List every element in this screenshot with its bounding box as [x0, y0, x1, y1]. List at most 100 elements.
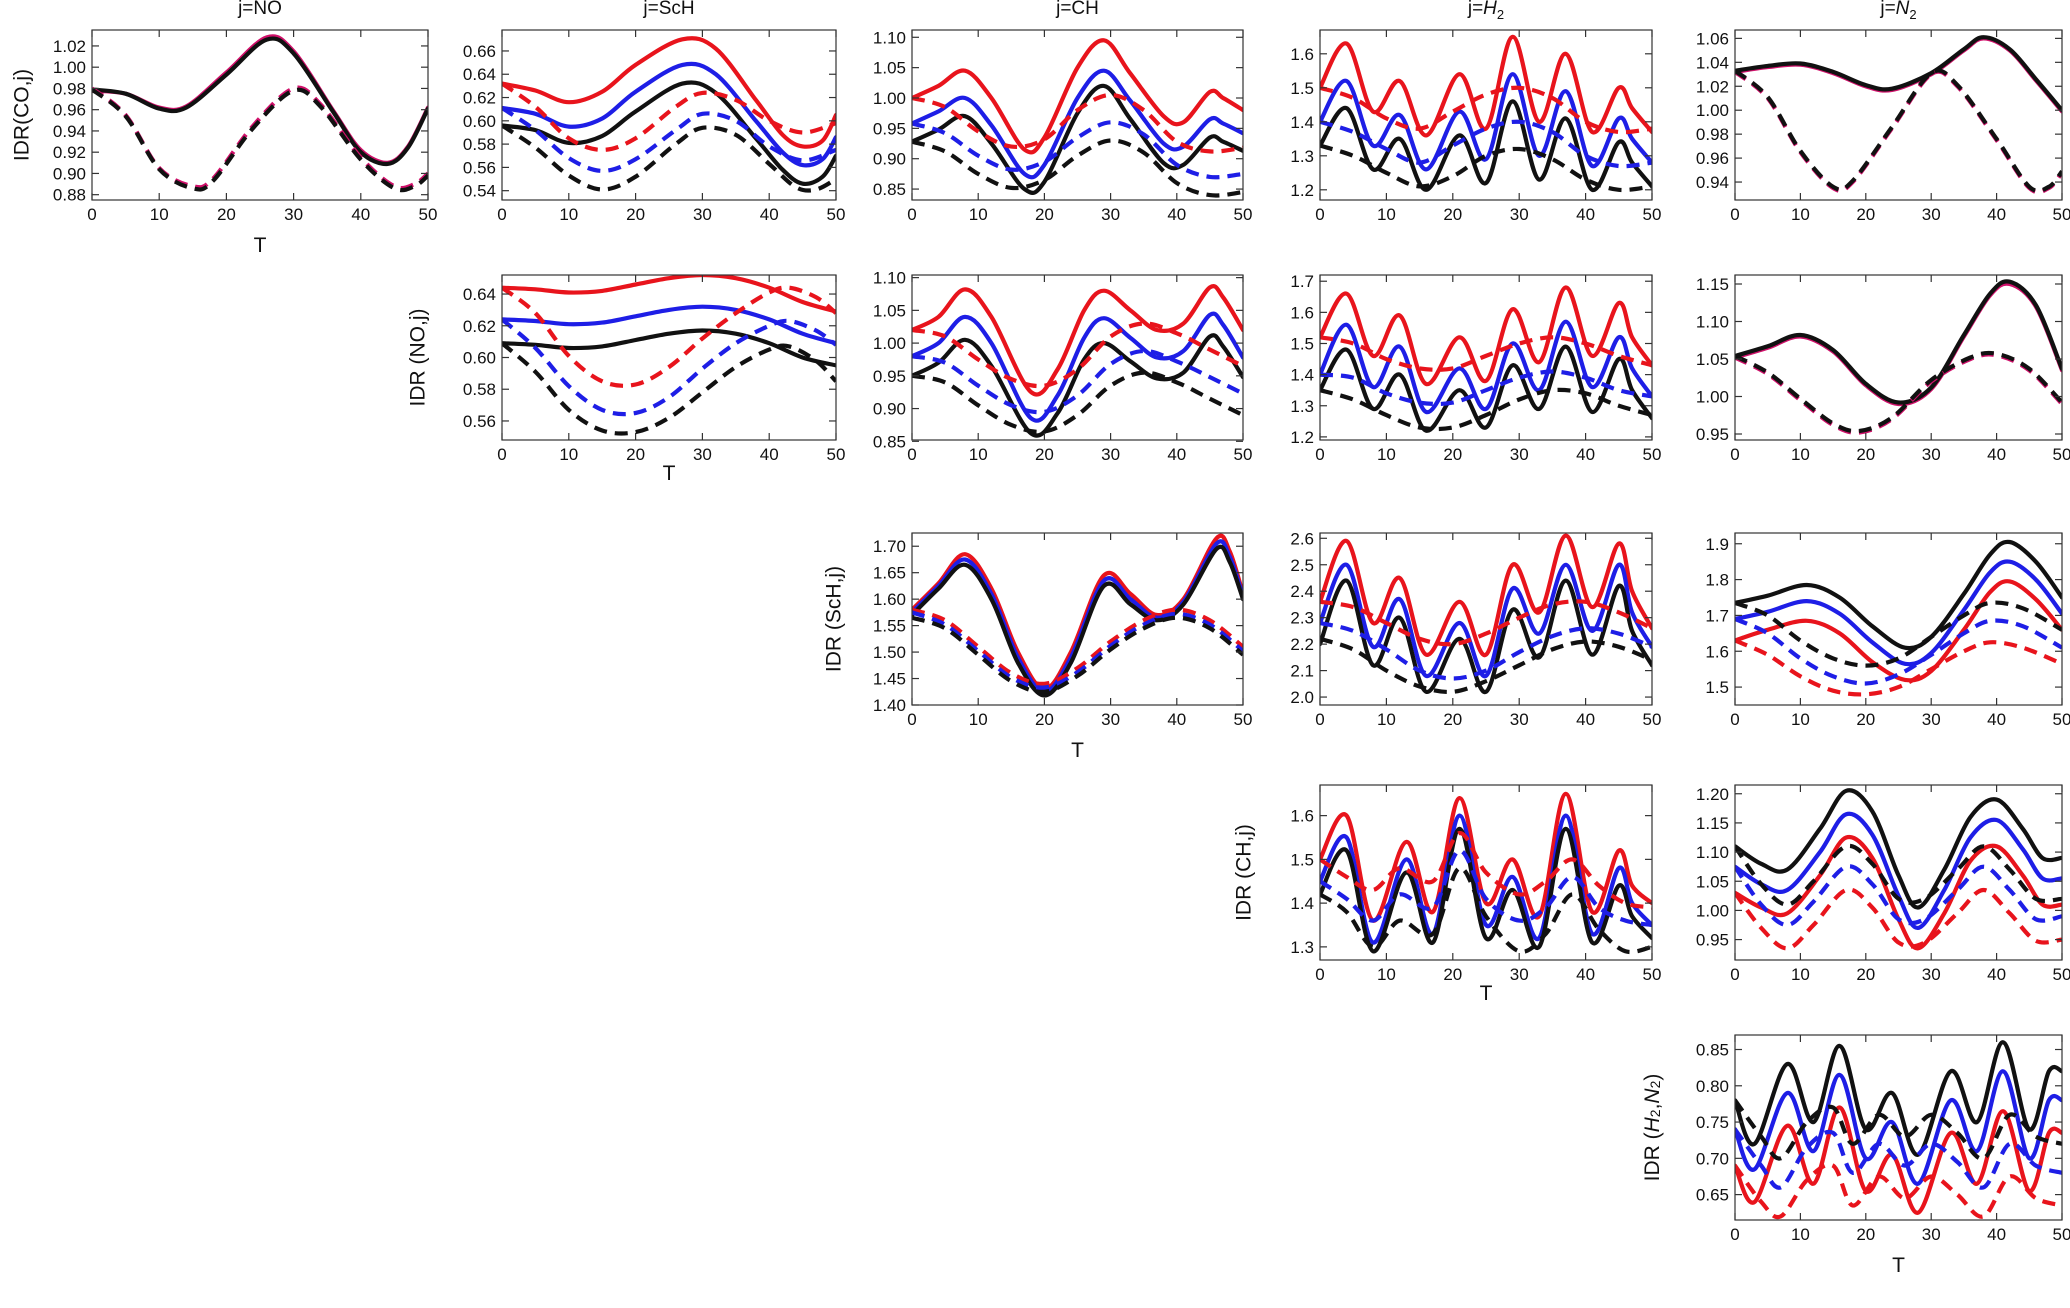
x-tick-label: 0 [907, 445, 916, 464]
y-tick-label: 1.45 [873, 670, 906, 689]
x-tick-label: 10 [1791, 965, 1810, 984]
y-tick-label: 1.00 [1696, 388, 1729, 407]
series-line-black-solid [912, 333, 1243, 438]
x-tick-label: 0 [497, 445, 506, 464]
y-tick-label: 2.3 [1290, 609, 1314, 628]
series-line-black-solid [1320, 578, 1652, 694]
y-tick-label: 2.4 [1290, 582, 1314, 601]
x-axis-label: T [663, 462, 676, 485]
y-tick-label: 1.5 [1705, 678, 1729, 697]
series-group [912, 533, 1243, 698]
series-line-black-dashed [92, 87, 428, 193]
y-tick-label: 1.05 [873, 301, 906, 320]
y-tick-label: 0.54 [463, 182, 496, 201]
x-tick-label: 10 [559, 445, 578, 464]
y-tick-label: 1.40 [873, 696, 906, 715]
panel-0-3: 0 10 20 30 40 50 1.2 1.3 1.4 1.5 1.6 [1290, 29, 1661, 224]
series-line-magenta-solid [1735, 281, 2062, 407]
y-tick-label: 2.0 [1290, 688, 1314, 707]
y-tick-label: 1.55 [873, 617, 906, 636]
column-title-var: N [1896, 0, 1910, 19]
x-tick-label: 50 [2053, 205, 2070, 224]
series-line-black-solid [1735, 539, 2062, 651]
x-tick-label: 10 [969, 205, 988, 224]
y-tick-label: 0.96 [1696, 149, 1729, 168]
series-group [1735, 279, 2062, 435]
series-line-black-solid [1735, 788, 2062, 910]
y-tick-label: 1.5 [1290, 850, 1314, 869]
x-tick-label: 30 [284, 205, 303, 224]
x-tick-label: 10 [150, 205, 169, 224]
y-tick-label: 0.66 [463, 42, 496, 61]
y-axis-label-part: H [1641, 1116, 1664, 1132]
y-tick-label: 0.56 [463, 158, 496, 177]
series-group [912, 38, 1243, 198]
y-tick-label: 1.60 [873, 590, 906, 609]
plot-frame [911, 29, 1244, 201]
x-tick-label: 10 [1377, 965, 1396, 984]
x-tick-label: 40 [1987, 205, 2006, 224]
column-title-3: j=H2 [1467, 0, 1504, 22]
x-tick-label: 20 [1856, 710, 1875, 729]
y-tick-label: 1.6 [1290, 45, 1314, 64]
x-tick-label: 40 [760, 205, 779, 224]
series-line-blue-dashed [1320, 848, 1652, 928]
x-tick-label: 50 [2053, 1225, 2070, 1244]
series-group [1320, 533, 1652, 695]
y-tick-label: 1.8 [1705, 571, 1729, 590]
series-line-black-dashed [1320, 387, 1652, 432]
y-axis-label: IDR (NO,j) [406, 309, 429, 407]
plot-frame [911, 532, 1244, 706]
x-axis-label: T [1892, 1254, 1905, 1277]
y-tick-label: 0.65 [1696, 1186, 1729, 1205]
x-tick-label: 40 [351, 205, 370, 224]
series-line-blue-solid [1735, 1069, 2062, 1186]
x-tick-label: 10 [969, 445, 988, 464]
column-title-text: j=ScH [642, 0, 694, 19]
series-line-magenta-dashed [1735, 352, 2062, 435]
column-title-text: j=NO [237, 0, 282, 19]
y-tick-label: 2.1 [1290, 662, 1314, 681]
x-tick-label: 30 [1922, 710, 1941, 729]
series-line-black-solid [502, 80, 836, 187]
series-line-blue-dashed [1320, 369, 1652, 407]
x-tick-label: 40 [1167, 710, 1186, 729]
y-axis-label-part: N [1641, 1088, 1664, 1104]
y-tick-label: 0.62 [463, 317, 496, 336]
panel-0-1: 0 10 20 30 40 50 0.54 0.56 0.58 0.60 0.62 0.64 0.66 [463, 29, 845, 224]
y-tick-label: 1.3 [1290, 147, 1314, 166]
x-tick-label: 0 [1315, 965, 1324, 984]
x-tick-label: 30 [1510, 965, 1529, 984]
x-tick-label: 10 [1791, 205, 1810, 224]
y-axis-label: IDR (CH,j) [1232, 824, 1255, 921]
y-tick-label: 1.02 [1696, 77, 1729, 96]
y-axis-label-part: 2 [1647, 1109, 1663, 1117]
y-tick-label: 1.00 [53, 58, 86, 77]
x-tick-label: 40 [1576, 445, 1595, 464]
column-title-sub: 2 [1497, 7, 1504, 22]
series-group [1735, 1040, 2062, 1220]
y-tick-label: 1.5 [1290, 334, 1314, 353]
y-tick-label: 1.6 [1290, 807, 1314, 826]
series-line-black-solid [1320, 344, 1652, 433]
x-tick-label: 20 [1443, 205, 1462, 224]
x-axis-label: T [1480, 982, 1493, 1005]
column-title-text: j= [1879, 0, 1895, 19]
y-tick-label: 0.95 [873, 367, 906, 386]
series-group [912, 284, 1243, 438]
plot-frame [1319, 784, 1653, 961]
series-line-blue-dashed [1735, 864, 2062, 928]
x-tick-label: 10 [1377, 205, 1396, 224]
x-tick-label: 0 [497, 205, 506, 224]
column-title-sub: 2 [1909, 7, 1916, 22]
x-tick-label: 40 [1576, 710, 1595, 729]
x-tick-label: 40 [1576, 965, 1595, 984]
y-tick-label: 0.92 [53, 143, 86, 162]
x-tick-label: 30 [693, 445, 712, 464]
series-line-red-dashed [912, 92, 1243, 154]
y-tick-label: 1.3 [1290, 397, 1314, 416]
series-line-blue-dashed [912, 610, 1243, 690]
x-tick-label: 10 [1791, 445, 1810, 464]
series-line-black-dashed [1320, 636, 1652, 695]
x-tick-label: 30 [693, 205, 712, 224]
